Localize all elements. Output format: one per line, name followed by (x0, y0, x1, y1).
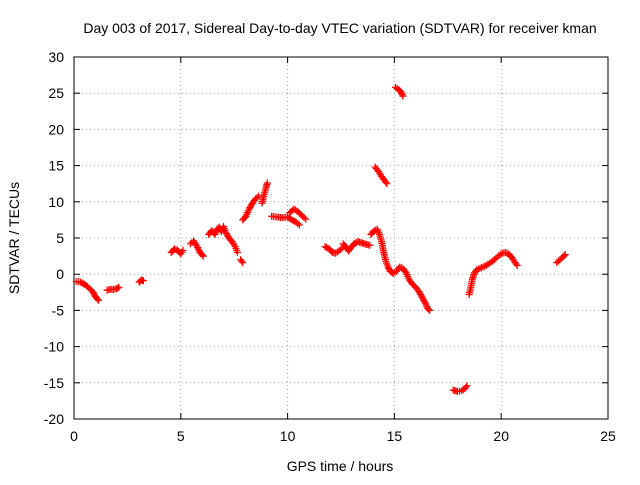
data-point (139, 277, 147, 285)
data-point (474, 265, 482, 273)
data-point (115, 283, 123, 291)
data-point (194, 244, 202, 252)
data-point (426, 306, 434, 314)
x-axis-label: GPS time / hours (287, 458, 394, 474)
y-tick-label: -10 (44, 339, 64, 355)
x-tick-label: 0 (70, 428, 78, 444)
data-point (230, 241, 238, 249)
data-point (366, 241, 374, 249)
axis-ticks (73, 56, 609, 420)
data-point (425, 305, 433, 313)
y-tick-label: 10 (48, 194, 64, 210)
y-tick-label: -20 (44, 411, 64, 427)
y-tick-label: 25 (48, 85, 64, 101)
data-point (295, 221, 303, 229)
plot-frame (73, 56, 609, 420)
y-tick-label: 20 (48, 121, 64, 137)
x-tick-label: 5 (177, 428, 185, 444)
x-tick-label: 15 (387, 428, 403, 444)
data-point (422, 301, 430, 309)
data-point (398, 91, 406, 99)
y-tick-label: -15 (44, 375, 64, 391)
data-point (179, 246, 187, 254)
y-tick-label: 0 (56, 266, 64, 282)
data-point (211, 230, 219, 238)
x-tick-label: 25 (600, 428, 616, 444)
data-point (497, 250, 505, 258)
data-point (193, 242, 201, 250)
y-tick-label: 15 (48, 158, 64, 174)
data-point (476, 264, 484, 272)
data-point (561, 251, 569, 259)
data-point (114, 284, 122, 292)
data-point (396, 263, 404, 271)
data-point (477, 264, 485, 272)
x-tick-label: 20 (493, 428, 509, 444)
data-point (194, 245, 202, 253)
x-tick-label: 10 (280, 428, 296, 444)
data-point (199, 252, 207, 260)
data-point (560, 252, 568, 260)
data-point (336, 246, 344, 254)
chart-title: Day 003 of 2017, Sidereal Day-to-day VTE… (83, 20, 596, 36)
data-point (233, 248, 241, 256)
grid-lines (74, 57, 608, 419)
data-point (479, 263, 487, 271)
data-point (212, 229, 220, 237)
data-point (239, 259, 247, 267)
data-series-kman (72, 83, 569, 395)
x-tick-labels: 0 5 10 15 20 25 (70, 428, 616, 444)
y-axis-label: SDTVAR / TECUs (6, 182, 22, 294)
data-point (238, 257, 246, 265)
data-point (421, 298, 429, 306)
data-point (95, 296, 103, 304)
data-point (170, 245, 178, 253)
data-point (302, 215, 310, 223)
data-point (263, 179, 271, 187)
data-point (253, 193, 261, 201)
y-tick-labels: -20 -15 -10 -5 0 5 10 15 20 25 30 (44, 49, 64, 427)
data-point (463, 382, 471, 390)
data-point (399, 92, 407, 100)
y-tick-label: -5 (52, 302, 65, 318)
y-tick-label: 30 (48, 49, 64, 65)
data-point (373, 225, 381, 233)
data-point (512, 260, 520, 268)
y-tick-label: 5 (56, 230, 64, 246)
data-point (300, 214, 308, 222)
data-point (501, 248, 509, 256)
data-point (94, 295, 101, 303)
data-point (462, 383, 470, 391)
data-point (513, 262, 521, 270)
data-point (375, 229, 383, 237)
data-point (473, 266, 481, 274)
data-point (421, 299, 429, 307)
data-point (374, 227, 382, 235)
data-point (294, 220, 302, 228)
data-point (382, 178, 390, 186)
data-point (198, 251, 206, 259)
data-point (383, 180, 391, 188)
